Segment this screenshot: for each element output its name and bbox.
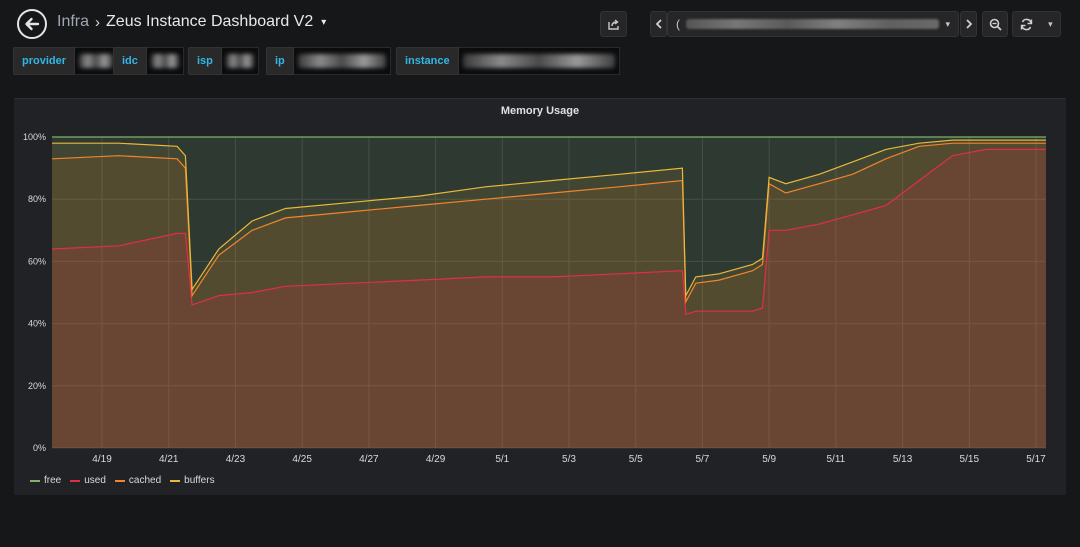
variable-value-redacted [79,54,114,68]
back-button[interactable] [17,9,47,39]
variable-label: instance [396,47,459,75]
legend-swatch [170,479,181,482]
x-tick-label: 4/23 [226,454,246,465]
series-area-free [52,137,1046,448]
y-tick-label: 40% [28,319,46,329]
time-range-redacted [686,19,940,29]
legend-label: buffers [184,475,215,486]
series-areas [52,137,1046,448]
series-lines [51,136,1046,316]
x-tick-label: 5/13 [893,454,913,465]
legend-label: used [84,475,106,486]
legend-item-used[interactable]: used [70,475,106,486]
variable-isp: isp [188,47,259,75]
x-tick-label: 4/19 [92,454,112,465]
variable-label: idc [113,47,147,75]
variable-value-dropdown[interactable] [221,47,259,75]
variable-value-dropdown[interactable] [293,47,391,75]
variable-label: isp [188,47,222,75]
time-shift-back-button[interactable] [650,11,667,37]
x-tick-label: 5/11 [826,454,845,465]
refresh-interval-caret: ▾ [1048,18,1053,29]
memory-usage-graph[interactable]: 0%20%40%60%80%100% 4/19 4/21 4/23 4/25 4/27 4… [14,99,1066,471]
x-tick-label: 5/3 [562,454,576,465]
variable-instance: instance [396,47,620,75]
legend-label: cached [128,475,162,486]
x-axis: 4/19 4/21 4/23 4/25 4/27 4/29 5/1 5/3 5/5 5/7 5/9 5… [92,454,1046,465]
time-shift-forward-button[interactable] [960,11,977,37]
x-tick-label: 4/29 [426,454,446,465]
variable-value-dropdown[interactable] [458,47,620,75]
breadcrumb: Infra › Zeus Instance Dashboard V2 ▾ [57,13,326,31]
refresh-icon [1021,18,1033,30]
share-icon [608,18,619,30]
refresh-button[interactable]: ▾ [1012,11,1061,37]
title-dropdown-caret[interactable]: ▾ [321,16,327,28]
time-range-caret: ▾ [945,18,950,29]
legend-swatch [114,479,125,482]
variable-value-redacted [462,54,615,68]
legend-swatch [30,479,40,482]
variable-value-redacted [225,54,254,68]
x-tick-label: 5/15 [960,454,980,465]
y-tick-label: 100% [23,132,46,142]
x-tick-label: 5/7 [695,454,709,465]
variable-label: provider [13,47,76,75]
series-line-buffers [52,139,1046,298]
x-tick-label: 5/17 [1026,454,1046,465]
x-tick-label: 5/1 [495,454,509,465]
variable-value-redacted [297,54,386,68]
dashboard-navbar: Infra › Zeus Instance Dashboard V2 ▾ ( ▾… [0,0,1080,46]
y-tick-label: 0% [33,443,46,453]
y-tick-label: 20% [28,381,46,391]
grid-lines [52,136,1046,449]
share-button[interactable] [600,11,627,37]
series-line-used [51,148,1046,316]
time-range-picker[interactable]: ( ▾ [667,11,959,37]
y-axis: 0% 20% 40% 60% 80% 100% [23,132,46,453]
y-tick-label: 60% [28,256,46,266]
legend-item-free[interactable]: free [30,475,61,486]
variable-value-dropdown[interactable] [146,47,184,75]
legend-item-buffers[interactable]: buffers [170,475,215,486]
dashboard-title[interactable]: Zeus Instance Dashboard V2 [106,13,314,30]
legend-label: free [44,475,62,486]
legend-swatch [70,479,81,482]
variable-provider: provider [13,47,119,75]
breadcrumb-separator: › [95,13,101,31]
chevron-left-icon [655,19,662,29]
panel-title[interactable]: Memory Usage [500,105,580,117]
variable-label: ip [266,47,294,75]
memory-usage-panel: Memory Usage 0% 20% 40% 60% 80% 100% 4/19 4/21… [14,98,1066,495]
x-tick-label: 4/27 [359,454,379,465]
x-tick-label: 4/21 [159,454,179,465]
variable-value-dropdown[interactable] [75,47,119,75]
variable-value-redacted [150,54,179,68]
arrow-left-icon [25,17,40,31]
legend-item-cached[interactable]: cached [114,475,162,486]
variable-ip: ip [266,47,391,75]
series-area-used [52,149,1046,448]
chevron-right-icon [965,19,972,29]
graph-legend: free used cached buffers [30,475,215,486]
x-tick-label: 5/9 [762,454,776,465]
template-variables: provider idc isp ip instance [13,47,653,75]
breadcrumb-folder[interactable]: Infra [57,13,90,30]
x-tick-label: 5/5 [629,454,643,465]
series-area-cached [52,143,1046,448]
variable-idc: idc [113,47,184,75]
x-tick-label: 4/25 [292,454,312,465]
zoom-out-button[interactable] [982,11,1008,37]
series-line-cached [51,142,1046,305]
time-range-text: ( [676,17,680,31]
zoom-out-icon [989,18,1002,31]
y-tick-label: 80% [28,194,46,204]
